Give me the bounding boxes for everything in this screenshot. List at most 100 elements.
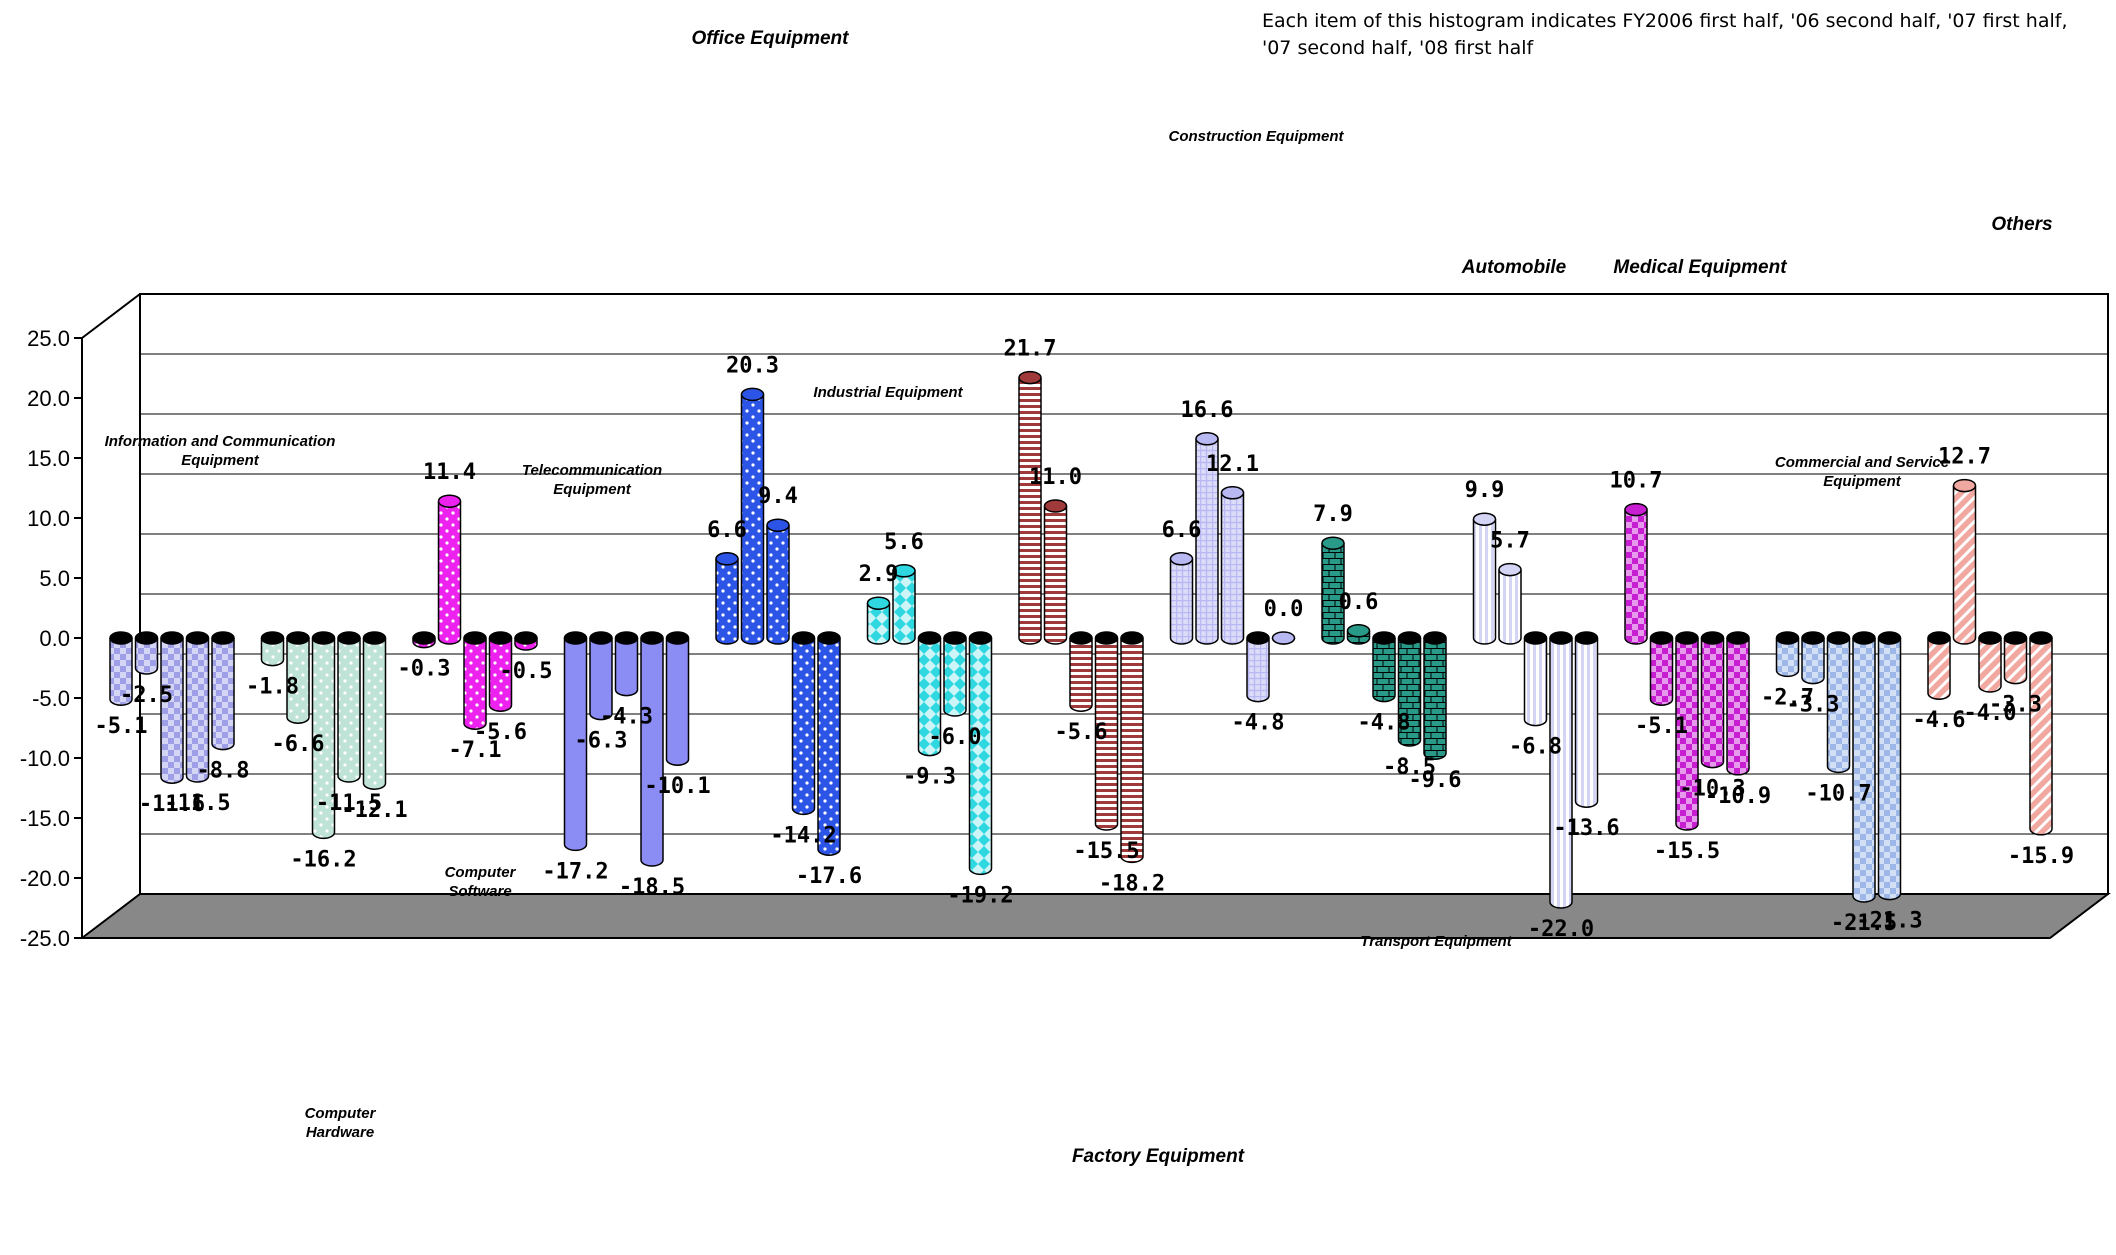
value-label: -21.5 — [1831, 911, 1897, 936]
value-label: -21.3 — [1856, 909, 1922, 934]
value-label: -11.6 — [139, 792, 205, 817]
y-axis-top-edge — [81, 293, 141, 339]
bar — [1120, 631, 1144, 864]
value-label: -3.3 — [1989, 693, 2042, 718]
value-label: -6.0 — [929, 725, 982, 750]
value-label: -15.5 — [1654, 839, 1720, 864]
bar — [1952, 478, 1977, 645]
y-tick-label: 25.0 — [27, 326, 70, 351]
category-label: Telecommunication — [522, 462, 662, 479]
value-label: -15.5 — [1073, 839, 1139, 864]
bar — [1549, 631, 1573, 909]
bar — [1069, 631, 1093, 712]
value-label: 5.7 — [1490, 529, 1530, 554]
bar — [766, 518, 790, 645]
bar — [1775, 631, 1800, 678]
value-label: -10.3 — [1679, 777, 1745, 802]
value-label: -8.8 — [197, 759, 250, 784]
bar — [2029, 631, 2053, 836]
value-label: 7.9 — [1313, 502, 1353, 527]
value-label: -15.9 — [2008, 844, 2074, 869]
value-label: -10.1 — [644, 774, 710, 799]
y-axis: 25.0 20.0 15.0 10.0 5.0 0.0 -5.0 -10.0 -15.0 -20.… — [20, 326, 82, 951]
bar — [1246, 631, 1270, 703]
bar — [362, 631, 387, 790]
bar — [1624, 502, 1648, 645]
bar — [640, 631, 664, 867]
value-label: -8.5 — [1383, 755, 1436, 780]
y-tick-label: -5.0 — [32, 686, 70, 711]
value-label: -18.5 — [619, 875, 685, 900]
bar — [1195, 432, 1219, 645]
bar — [1423, 631, 1447, 760]
category-label: Equipment — [181, 452, 260, 469]
value-label: -5.6 — [1055, 720, 1108, 745]
value-label: -0.3 — [398, 657, 451, 682]
value-label: 9.4 — [758, 484, 798, 509]
bar — [514, 631, 538, 651]
value-label: -11.5 — [316, 791, 382, 816]
value-label: -22.0 — [1528, 917, 1594, 942]
category-label: Information and Communication — [105, 433, 336, 450]
category-label: Equipment — [553, 481, 632, 498]
bar — [791, 631, 816, 816]
value-label: 12.1 — [1206, 452, 1259, 477]
value-label: -4.6 — [1913, 708, 1966, 733]
bar — [1220, 486, 1245, 645]
y-tick-label: 5.0 — [39, 566, 70, 591]
bar — [1826, 631, 1851, 774]
bar — [134, 631, 159, 675]
value-label: -6.3 — [575, 729, 628, 754]
value-label: 21.7 — [1004, 337, 1057, 362]
bar — [589, 631, 613, 721]
value-label: -17.2 — [542, 859, 608, 884]
bar — [1700, 631, 1725, 769]
bar — [286, 631, 310, 724]
value-label: -12.1 — [341, 798, 407, 823]
bar — [1043, 499, 1068, 645]
value-label: -11.5 — [164, 791, 230, 816]
bar — [917, 631, 942, 757]
category-label: Hardware — [306, 1124, 374, 1141]
value-label: -9.3 — [903, 765, 956, 790]
value-label: -6.8 — [1509, 735, 1562, 760]
category-label: Software — [448, 883, 511, 900]
value-label: 16.6 — [1181, 398, 1234, 423]
value-label: -10.7 — [1805, 781, 1871, 806]
value-label: -6.6 — [272, 732, 325, 757]
bar — [1978, 631, 2002, 693]
bar — [1372, 631, 1396, 703]
bar — [260, 631, 285, 667]
category-label: Computer — [445, 864, 517, 881]
floor — [79, 893, 2111, 939]
category-labels: Information and Communication Equipment Co… — [105, 28, 2053, 1167]
chart-note: Each item of this histogram indicates FY… — [1262, 10, 2068, 59]
value-label: -9.6 — [1409, 768, 1462, 793]
category-label: Others — [1991, 214, 2052, 235]
value-label: -17.6 — [796, 864, 862, 889]
value-label: -19.2 — [947, 883, 1013, 908]
value-label: -4.8 — [1232, 711, 1285, 736]
value-label: -5.1 — [1635, 714, 1688, 739]
bar — [1649, 631, 1674, 706]
value-label: 5.6 — [884, 530, 924, 555]
value-label: -2.7 — [1761, 685, 1814, 710]
bar — [1271, 631, 1296, 645]
bar — [1397, 631, 1422, 747]
value-label: -13.6 — [1553, 816, 1619, 841]
bar — [1927, 631, 1951, 700]
bar — [740, 387, 765, 645]
bar — [1852, 631, 1876, 903]
bar — [1498, 562, 1522, 645]
category-label: Computer — [305, 1105, 377, 1122]
value-label: -2.5 — [120, 683, 173, 708]
bar — [185, 631, 210, 783]
bars — [109, 370, 2053, 909]
y-tick-label: -20.0 — [20, 866, 70, 891]
bar — [614, 631, 639, 697]
value-label: -5.1 — [95, 714, 148, 739]
category-label: Factory Equipment — [1072, 1146, 1245, 1167]
bar — [715, 552, 739, 645]
bar — [1169, 552, 1194, 645]
